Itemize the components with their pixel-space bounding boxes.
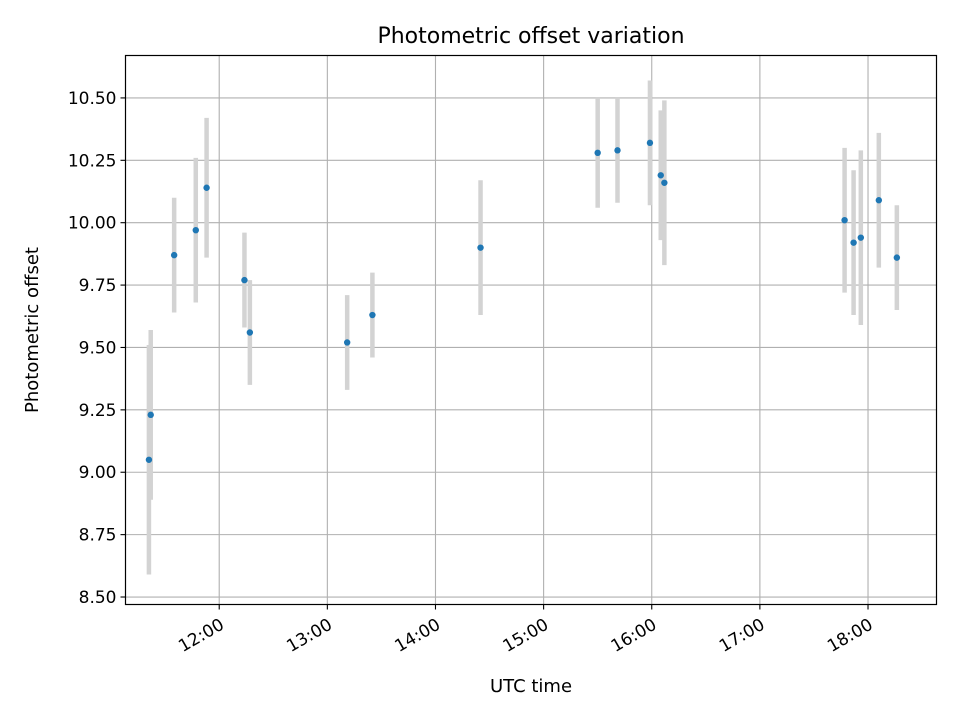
data-point (657, 172, 664, 179)
data-point (850, 239, 857, 246)
data-points (145, 139, 901, 463)
chart-title: Photometric offset variation (377, 24, 684, 49)
y-tick-label: 10.25 (68, 151, 117, 171)
data-point (170, 251, 178, 259)
y-tick-label: 9.00 (79, 463, 117, 483)
data-point (203, 184, 210, 191)
data-point (875, 197, 883, 204)
data-point (369, 311, 376, 319)
data-point (147, 411, 154, 419)
y-tick-label: 8.75 (79, 526, 117, 546)
y-axis-label: Photometric offset (22, 247, 43, 413)
data-point (857, 234, 865, 241)
data-point (246, 329, 254, 336)
data-point (661, 179, 668, 186)
data-point (646, 139, 654, 147)
data-point (614, 147, 621, 154)
grid-lines (125, 55, 937, 605)
data-point (145, 456, 153, 463)
data-point (343, 339, 351, 346)
data-point (841, 217, 848, 224)
y-tick-label: 8.50 (79, 588, 117, 608)
data-point (893, 254, 901, 261)
data-point (594, 149, 601, 157)
data-point (241, 276, 248, 284)
y-tick-label: 9.75 (79, 276, 117, 296)
x-axis-label: UTC time (490, 676, 572, 697)
y-tick-label: 9.50 (79, 338, 117, 358)
plot-frame (124, 54, 938, 606)
y-tick-label: 10.00 (68, 214, 117, 234)
data-point (477, 244, 484, 251)
y-tick-label: 9.25 (79, 401, 117, 421)
y-tick-label: 10.50 (68, 89, 117, 109)
y-axis-ticks: 8.50 8.75 9.00 9.25 9.50 9.75 10.00 10.25 10.50 (68, 89, 126, 608)
data-point (192, 226, 199, 234)
